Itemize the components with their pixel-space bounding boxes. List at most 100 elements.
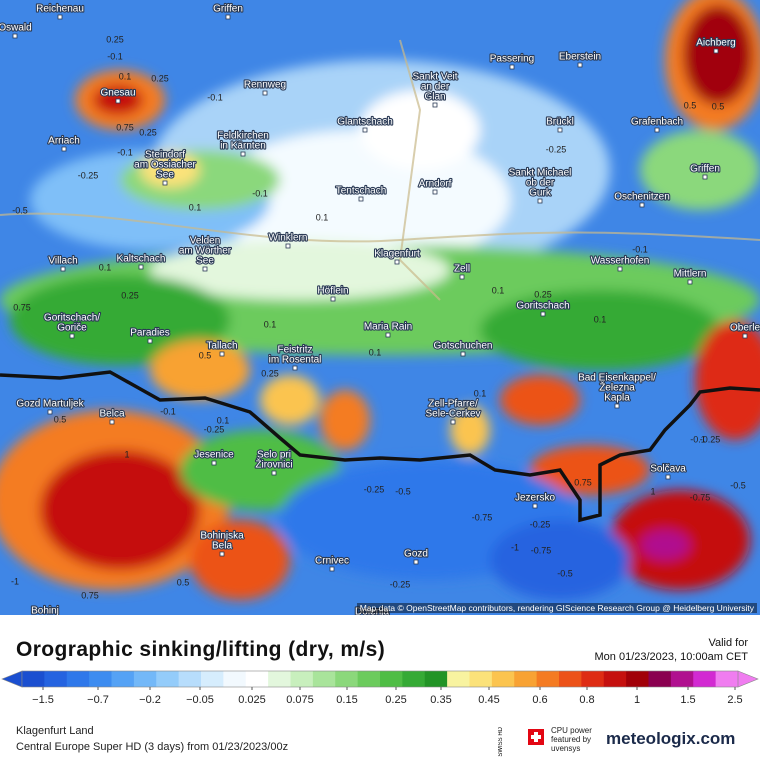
place-marker [385,332,391,338]
contour-label: 0.5 [684,100,697,110]
place-name: Solčava [650,464,686,475]
place-marker [47,409,53,415]
colorbar-segment [357,671,381,687]
place-marker [202,266,208,272]
contour-label: 0.5 [199,350,212,360]
place-marker [532,503,538,509]
contour-label: 0.75 [574,477,592,487]
labels: Reichenau Griffen Oswald Passering Eberstein… [0,3,760,615]
place-marker [577,62,583,68]
contour-label: 0.1 [119,71,132,81]
colorbar-label: −0.05 [186,694,214,706]
colorbar-segment [178,671,202,687]
place-name: Passering [490,54,534,65]
place-name: Bohinjska [200,531,244,542]
contour-label: 0.1 [594,314,607,324]
place-name: See [196,256,214,267]
place-marker [540,311,546,317]
place-marker [450,419,456,425]
location: Klagenfurt Land [16,725,94,737]
contour-label: -0.75 [531,545,552,555]
place-name: Belca [99,409,124,420]
place-name: Höflein [317,286,348,297]
place-name: Mittlern [674,269,707,280]
place-name: Gnesau [100,88,135,99]
contour-label: 0.1 [369,347,382,357]
place-name: ob der [526,178,555,189]
colorbar-segment [268,671,291,687]
place-marker [742,333,748,339]
border [0,370,760,523]
place-name: Grafenbach [631,117,683,128]
place-marker [60,266,66,272]
colorbar-segment [312,671,336,687]
contour-label: 0.75 [13,302,31,312]
colorbar-label: 1.5 [680,694,695,706]
place-marker [262,90,268,96]
colorbar-segment [290,671,314,687]
place-name: Arndorf [419,179,452,190]
place-marker [211,460,217,466]
colorbar-label: 0.15 [336,694,357,706]
contour-label: 0.1 [492,285,505,295]
place-name: Dolenja [355,607,389,615]
swiss: SWISS HD [498,727,504,757]
place-name: Maria Rain [364,322,412,333]
contour-label: -0.25 [390,579,411,589]
place-name: Tallach [206,341,237,352]
colorbar-segment [111,671,135,687]
place-name: an der [421,82,450,93]
place-name: Arriach [48,136,80,147]
field [0,0,760,600]
place-marker [285,243,291,249]
place-name: Selo pri [257,450,291,461]
place-marker [57,14,63,20]
contour-label: -1 [511,542,519,552]
colorbar-segment [469,671,493,687]
place-name: Oschenitzen [614,192,670,203]
contour-label: 0.25 [151,73,169,83]
colorbar-arrow [1,670,23,688]
colorbar-segment [66,671,90,687]
cpu-line: CPU power [551,726,592,735]
place-name: Goriče [57,323,87,334]
place-name: Sankt Veit [412,72,457,83]
contour-label: 0.1 [189,202,202,212]
place-marker [459,274,465,280]
contour-label: -0.5 [557,568,573,578]
place-name: Aichberg [696,38,735,49]
cpu-line: featured by [551,735,592,744]
place-name: Oberle [730,323,760,334]
colorbar-segment [133,671,157,687]
place-name: Rennweg [244,80,286,91]
contour-label: 1 [650,486,655,496]
place-name: Jesenice [194,450,234,461]
attribution: Map data © OpenStreetMap contributors, r… [356,603,757,613]
contour-label: 0.5 [712,101,725,111]
place-marker [358,196,364,202]
colorbar-segment [693,671,717,687]
contour-label: -0.1 [252,188,268,198]
place-marker [329,566,335,572]
contour-label: 0.25 [261,368,279,378]
colorbar: −1.5 −0.7 −0.2 −0.05 0.025 0.075 0.15 0.25 0.35 0… [1,670,759,706]
contour-label: -0.1 [632,244,648,254]
contour-label: -0.5 [730,480,746,490]
place-marker [413,559,419,565]
place-marker [61,146,67,152]
contour-label: -0.1 [690,434,706,444]
contour-label: -0.1 [207,92,223,102]
contour-label: 0.1 [264,319,277,329]
place-marker [147,338,153,344]
place-name: Feldkirchen [217,131,269,142]
contour-label: 0.5 [177,577,190,587]
contour-label: -0.75 [472,512,493,522]
contour-label: 0.1 [316,212,329,222]
place-name: Gurk [529,188,552,199]
place-name: Kapla [604,393,630,404]
contour-label: 0.25 [121,290,139,300]
place-name: See [156,170,174,181]
place-name: Kaltschach [117,254,166,265]
place-marker [713,48,719,54]
place-name: Gozd Martuljek [16,399,84,410]
